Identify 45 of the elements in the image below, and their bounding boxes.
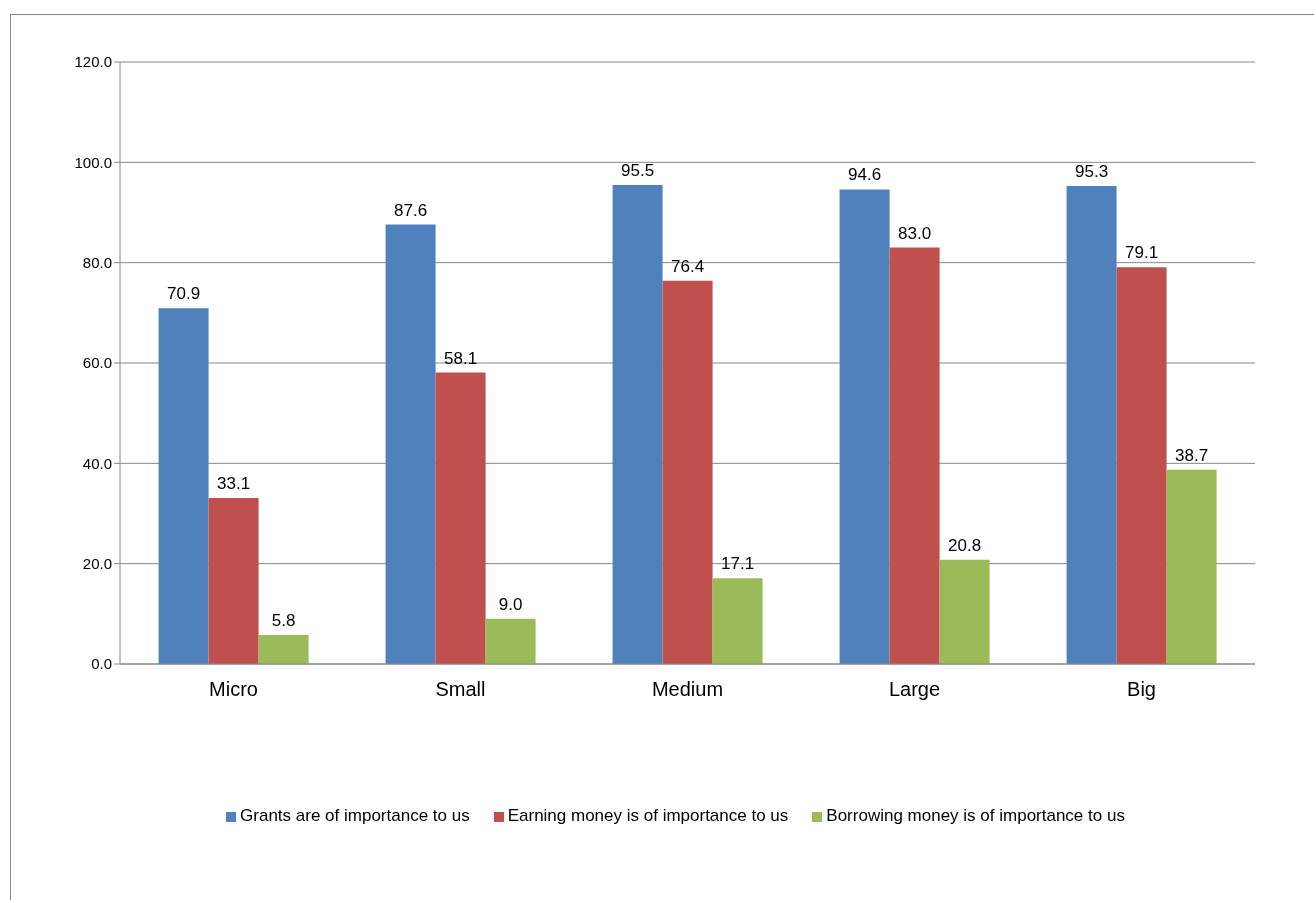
data-label: 83.0 bbox=[898, 223, 932, 243]
y-tick-label: 20.0 bbox=[82, 554, 112, 572]
y-tick-label: 80.0 bbox=[82, 253, 112, 271]
bar bbox=[939, 559, 990, 664]
data-label: 9.0 bbox=[498, 594, 523, 614]
x-tick-label: Big bbox=[1127, 678, 1156, 701]
bar bbox=[1116, 267, 1167, 664]
data-label: 79.1 bbox=[1125, 243, 1159, 263]
data-label: 17.1 bbox=[721, 554, 755, 574]
y-tick-label: 40.0 bbox=[82, 454, 112, 472]
data-label: 58.1 bbox=[444, 348, 478, 368]
bar bbox=[1066, 185, 1117, 664]
bar bbox=[612, 184, 663, 664]
bar bbox=[258, 634, 309, 664]
data-label: 38.7 bbox=[1175, 445, 1209, 465]
data-label: 33.1 bbox=[217, 473, 251, 493]
bar bbox=[839, 189, 890, 664]
bar bbox=[485, 618, 536, 664]
y-tick-label: 120.0 bbox=[74, 53, 112, 71]
legend-label: Grants are of importance to us bbox=[240, 806, 470, 825]
data-label: 87.6 bbox=[394, 200, 428, 220]
data-label: 76.4 bbox=[671, 256, 705, 276]
bar bbox=[435, 372, 486, 664]
x-tick-label: Large bbox=[888, 678, 941, 701]
data-label: 5.8 bbox=[271, 610, 296, 630]
y-tick-label: 60.0 bbox=[82, 354, 112, 372]
bar bbox=[889, 247, 940, 664]
data-label: 70.9 bbox=[167, 284, 201, 304]
data-label: 95.3 bbox=[1075, 161, 1109, 181]
bar bbox=[385, 224, 436, 664]
legend-label: Borrowing money is of importance to us bbox=[826, 806, 1125, 825]
y-tick-label: 0.0 bbox=[91, 655, 112, 673]
bar bbox=[712, 578, 763, 664]
bar bbox=[158, 308, 209, 664]
legend-label: Earning money is of importance to us bbox=[507, 806, 789, 825]
bar bbox=[662, 280, 713, 664]
data-label: 20.8 bbox=[948, 535, 982, 555]
data-label: 94.6 bbox=[848, 165, 882, 185]
x-tick-label: Micro bbox=[209, 678, 258, 701]
x-tick-label: Medium bbox=[651, 678, 724, 701]
bar bbox=[208, 497, 259, 664]
y-tick-label: 100.0 bbox=[74, 153, 112, 171]
data-label: 95.5 bbox=[621, 160, 655, 180]
x-tick-label: Small bbox=[435, 678, 486, 701]
bar bbox=[1166, 469, 1217, 664]
